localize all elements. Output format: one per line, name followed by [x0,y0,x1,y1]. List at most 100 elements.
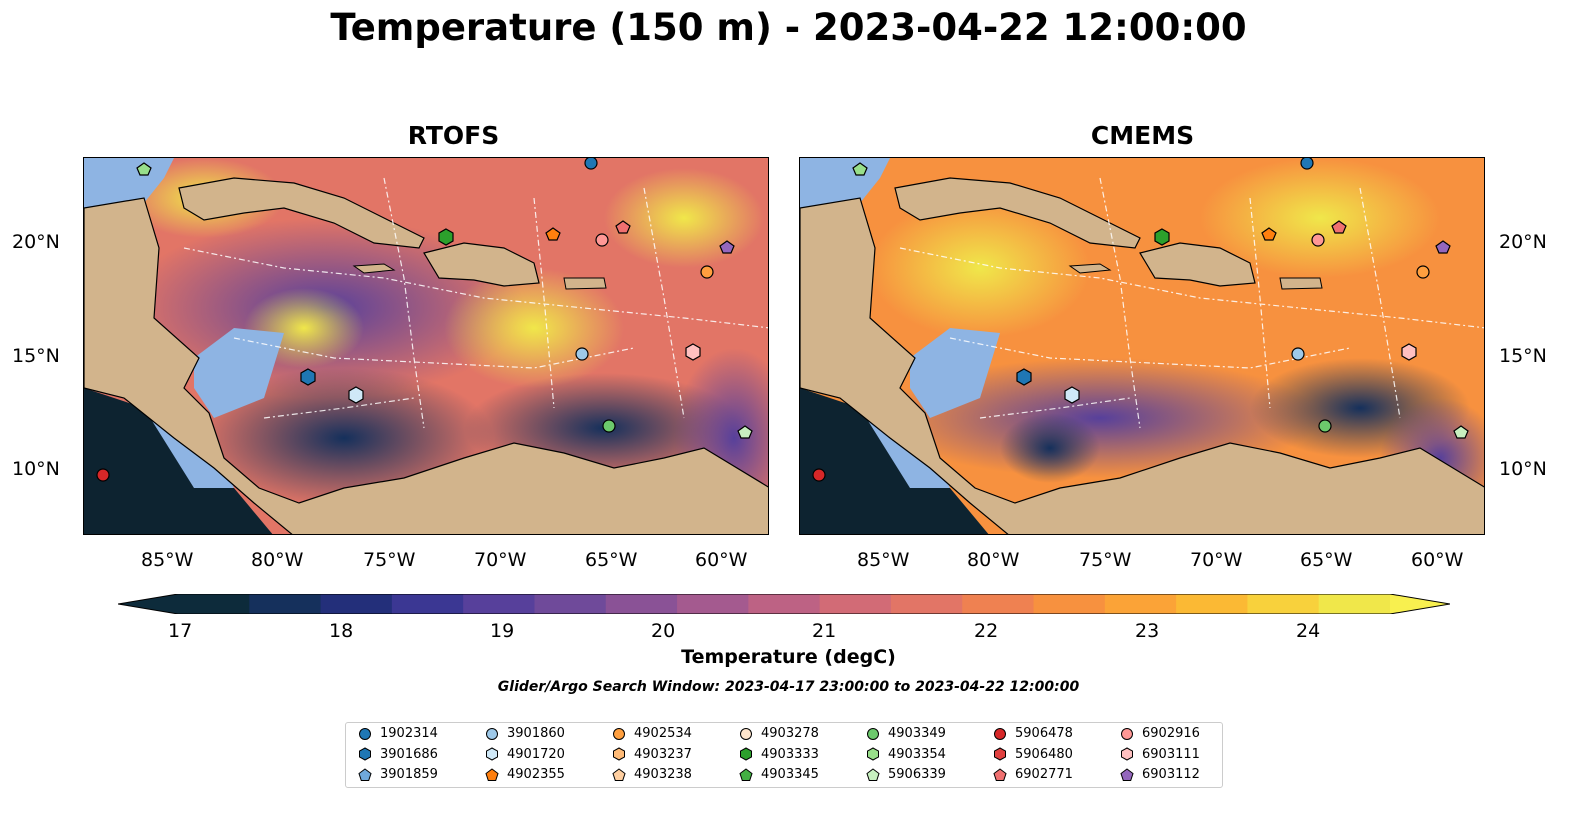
legend-label: 4903238 [634,767,692,782]
legend-item: 6903111 [1120,747,1200,762]
lat-label-10-left: 10°N [12,458,60,480]
lon-label-65-right: 65°W [1300,549,1353,571]
colorbar-segment [1104,594,1177,614]
legend-item: 3901686 [358,747,438,762]
lat-label-10-right: 10°N [1499,458,1547,480]
legend-marker-icon [358,767,372,781]
lon-label-75-left: 75°W [363,549,416,571]
colorbar-tick-24: 24 [1296,620,1321,642]
legend-label: 4902355 [507,767,565,782]
legend-item: 5906478 [993,726,1073,741]
colorbar-tick-21: 21 [812,620,837,642]
lon-label-85-right: 85°W [857,549,910,571]
lat-label-15-left: 15°N [12,345,60,367]
legend-item: 4903333 [739,747,819,762]
lat-label-15-right: 15°N [1499,345,1547,367]
legend-marker-icon [994,727,1006,740]
colorbar-segment [391,594,464,614]
legend-label: 4903333 [761,746,819,762]
colorbar-label: Temperature (degC) [681,646,896,668]
figure-title: Temperature (150 m) - 2023-04-22 12:00:0… [330,6,1247,49]
colorbar-segment [962,594,1035,614]
colorbar-tick-22: 22 [974,620,999,642]
legend-label: 4903278 [761,726,819,741]
panel-title-cmems: CMEMS [1090,121,1195,150]
legend-label: 1902314 [380,726,438,741]
colorbar-extend-low [118,594,178,614]
legend-label: 3901686 [380,746,438,762]
lon-label-80-left: 80°W [251,549,304,571]
legend-label: 4901720 [507,746,565,762]
legend-item: 4903349 [866,726,946,741]
legend-item: 5906480 [993,747,1073,762]
legend-marker-icon [739,767,753,781]
legend-marker-icon [740,747,752,761]
map-cmems [799,157,1485,535]
lat-label-20-left: 20°N [12,231,60,253]
colorbar-segment [1033,594,1106,614]
legend-item: 4903354 [866,747,946,762]
legend-item: 6902916 [1120,726,1200,741]
map-cmems-canvas [800,158,1484,534]
legend-item: 4901720 [485,747,565,762]
legend-item: 6902771 [993,767,1073,782]
legend-marker-icon [867,747,879,761]
legend-label: 4903349 [888,726,946,741]
colorbar-segment [178,594,250,614]
legend-marker-icon [1121,747,1133,761]
colorbar-segment [748,594,821,614]
legend-label: 6903112 [1142,767,1200,782]
legend-item: 3901859 [358,767,438,782]
legend-label: 6902916 [1142,726,1200,741]
float-legend: 1902314 3901686 3901859 3901860 4901720 49023… [345,722,1223,788]
legend-marker-icon [613,747,625,761]
legend-marker-icon [613,727,625,740]
colorbar-segment [249,594,322,614]
colorbar-tick-17: 17 [168,620,193,642]
lon-label-70-left: 70°W [474,549,527,571]
legend-item: 3901860 [485,726,565,741]
legend-item: 1902314 [358,726,438,741]
colorbar-tick-18: 18 [329,620,354,642]
colorbar-tick-20: 20 [651,620,676,642]
colorbar-segment [677,594,749,614]
map-rtofs-canvas [84,158,768,534]
colorbar-tick-23: 23 [1135,620,1160,642]
colorbar [117,593,1451,615]
legend-marker-icon [359,747,371,761]
legend-label: 4903345 [761,767,819,782]
colorbar-segment [605,594,678,614]
lon-label-85-left: 85°W [141,549,194,571]
lon-label-60-right: 60°W [1411,549,1464,571]
legend-label: 4902534 [634,726,692,741]
colorbar-gradient [117,593,1451,615]
legend-item: 4902355 [485,767,565,782]
legend-marker-icon [866,767,880,781]
colorbar-segment [890,594,963,614]
legend-label: 5906480 [1015,746,1073,762]
colorbar-tick-19: 19 [490,620,515,642]
lon-label-75-right: 75°W [1079,549,1132,571]
legend-marker-icon [740,727,752,740]
legend-marker-icon [994,747,1006,761]
legend-label: 4903237 [634,746,692,762]
legend-marker-icon [1121,727,1133,740]
map-rtofs [83,157,769,535]
lat-label-20-right: 20°N [1499,231,1547,253]
legend-item: 4902534 [612,726,692,741]
lon-label-65-left: 65°W [585,549,638,571]
legend-marker-icon [1120,767,1134,781]
legend-item: 5906339 [866,767,946,782]
lon-label-60-left: 60°W [695,549,748,571]
colorbar-segment [1318,594,1391,614]
colorbar-segment [819,594,892,614]
legend-label: 6902771 [1015,767,1073,782]
legend-marker-icon [486,747,498,761]
legend-item: 4903345 [739,767,819,782]
lon-label-70-right: 70°W [1190,549,1243,571]
legend-item: 4903237 [612,747,692,762]
legend-marker-icon [486,727,498,740]
legend-label: 5906478 [1015,726,1073,741]
colorbar-segment [534,594,607,614]
legend-marker-icon [485,767,499,781]
